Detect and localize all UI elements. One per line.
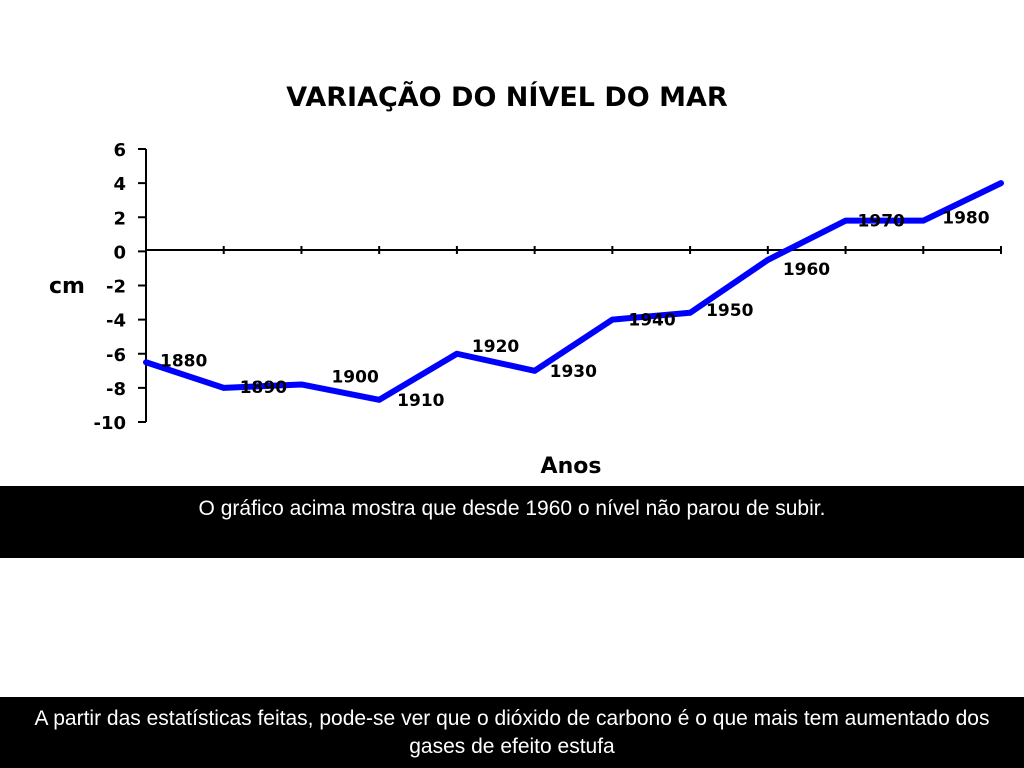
y-tick-label: 6: [113, 140, 126, 161]
y-tick-label: -4: [106, 311, 126, 332]
data-label: 1940: [628, 311, 675, 331]
caption-top: O gráfico acima mostra que desde 1960 o …: [0, 486, 1024, 558]
caption-top-text: O gráfico acima mostra que desde 1960 o …: [198, 497, 826, 520]
sea-level-series-line: [143, 180, 1004, 403]
y-tick-label: -8: [106, 379, 126, 400]
y-tick-label: -6: [106, 345, 126, 366]
data-label: 1970: [858, 212, 905, 232]
caption-bottom-text: A partir das estatísticas feitas, pode-s…: [34, 707, 990, 758]
chart-title: VARIAÇÃO DO NÍVEL DO MAR: [286, 81, 728, 113]
y-tick-label: -10: [93, 413, 126, 434]
y-tick-label: 2: [113, 208, 126, 229]
data-label: 1910: [397, 391, 444, 411]
caption-bottom: A partir das estatísticas feitas, pode-s…: [0, 697, 1024, 768]
data-label: 1960: [783, 260, 830, 280]
data-label: 1890: [240, 378, 287, 398]
y-tick-label: -2: [106, 277, 126, 298]
data-label: 1920: [472, 337, 519, 357]
data-label: 1980: [942, 209, 989, 229]
data-label: 1900: [331, 367, 378, 387]
y-tick-label: 0: [113, 242, 126, 263]
y-tick-labels: 6 4 2 0 -2 -4 -6 -8 -10: [93, 140, 146, 434]
data-point-labels: 1880 1890 1900 1910 1920 1930 1940 1950 1960 1970…: [160, 209, 990, 411]
data-label: 1950: [706, 301, 753, 321]
data-label: 1880: [160, 351, 207, 371]
x-axis-label: Anos: [541, 454, 602, 479]
y-axis-label: cm: [49, 274, 85, 299]
data-label: 1930: [550, 362, 597, 382]
sea-level-chart: VARIAÇÃO DO NÍVEL DO MAR 6 4 2 0 -2 -4 -6 -8 -10…: [49, 81, 1004, 479]
y-tick-label: 4: [113, 174, 126, 195]
